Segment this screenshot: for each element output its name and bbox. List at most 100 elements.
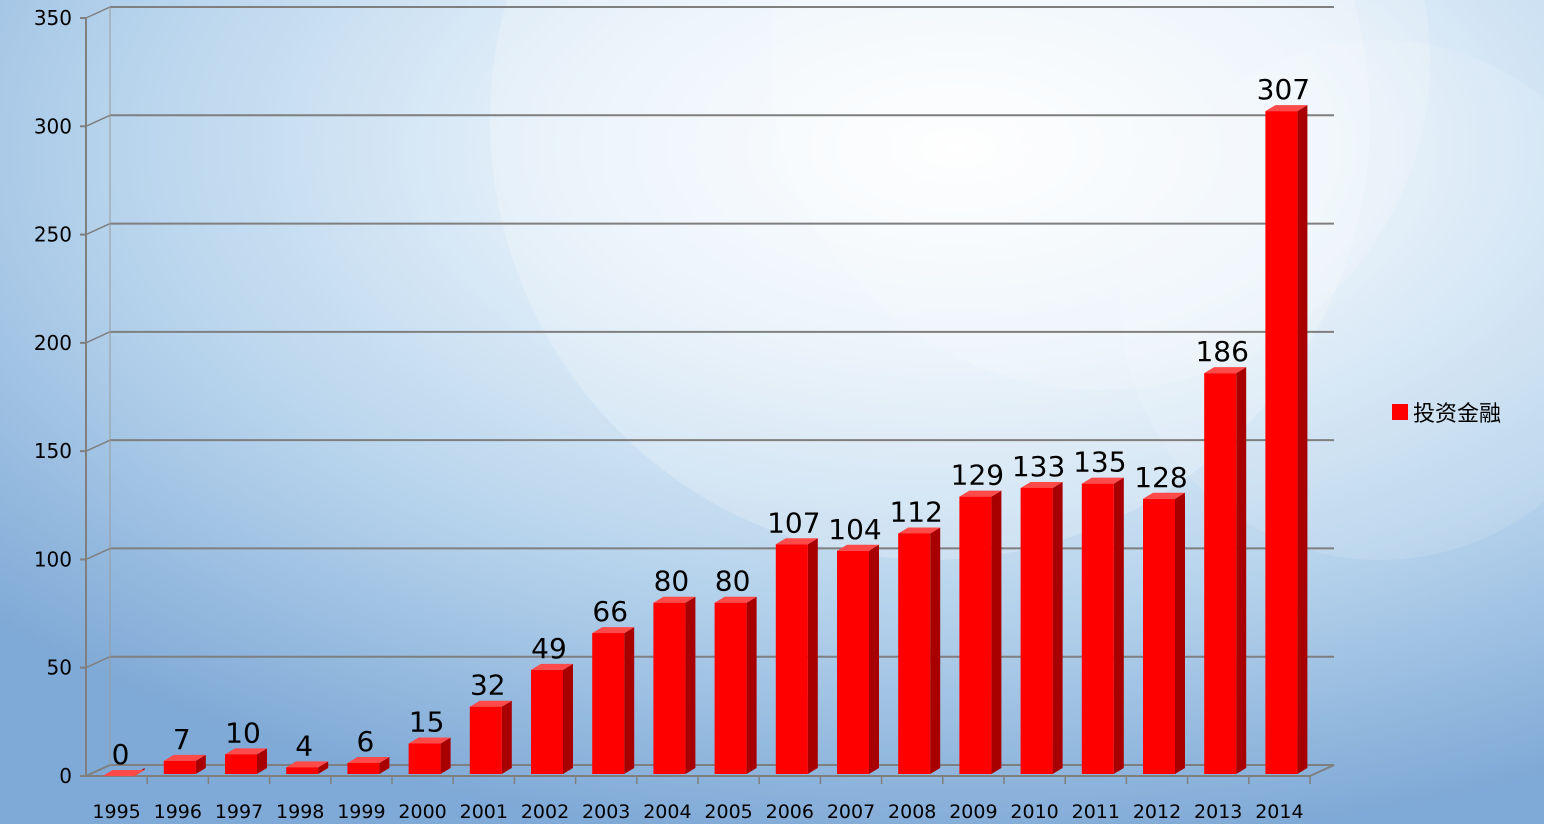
gridline-side bbox=[85, 114, 111, 127]
bar-front bbox=[653, 602, 686, 774]
data-label: 112 bbox=[889, 495, 942, 528]
bar-side bbox=[563, 663, 573, 774]
x-tick-label: 1997 bbox=[215, 801, 263, 823]
bar-top bbox=[898, 527, 941, 534]
bar-side bbox=[501, 700, 512, 774]
gridline-side bbox=[85, 656, 111, 669]
bar bbox=[347, 757, 390, 774]
x-tick-label: 2013 bbox=[1194, 801, 1242, 823]
gridline-side bbox=[85, 439, 111, 452]
bar-top bbox=[102, 770, 145, 776]
data-label: 107 bbox=[767, 506, 820, 539]
legend-swatch bbox=[1392, 404, 1408, 420]
bar-front bbox=[592, 633, 625, 774]
y-tick-label: 200 bbox=[34, 331, 72, 355]
data-label: 129 bbox=[951, 459, 1004, 492]
bar-front bbox=[837, 550, 869, 774]
bar-side bbox=[1236, 367, 1247, 774]
data-label: 133 bbox=[1012, 450, 1065, 483]
bar-side bbox=[1113, 477, 1124, 774]
bar-side bbox=[440, 737, 451, 774]
data-label: 128 bbox=[1134, 461, 1187, 494]
x-tick-label: 2014 bbox=[1255, 801, 1303, 823]
bar-side bbox=[1175, 492, 1185, 774]
bar-front bbox=[1204, 373, 1237, 774]
legend: 投资金融 bbox=[1392, 396, 1501, 428]
y-tick-label: 100 bbox=[34, 547, 72, 571]
bar-top bbox=[347, 757, 390, 764]
data-label: 307 bbox=[1257, 73, 1310, 106]
bar-side bbox=[318, 761, 329, 774]
bar-top bbox=[775, 538, 818, 545]
bar bbox=[898, 527, 941, 774]
bar bbox=[1143, 492, 1185, 774]
bar-top bbox=[1143, 492, 1185, 499]
bar bbox=[408, 737, 451, 774]
x-tick-label: 1998 bbox=[276, 801, 324, 823]
bars bbox=[102, 105, 1308, 776]
gridline-side bbox=[85, 222, 111, 236]
bar-side bbox=[685, 596, 696, 774]
bar-side bbox=[930, 527, 941, 774]
data-label: 49 bbox=[531, 632, 567, 665]
axes bbox=[80, 7, 1335, 784]
bar-side bbox=[807, 538, 818, 774]
bar-top bbox=[225, 748, 267, 755]
gridline-side bbox=[85, 331, 111, 344]
bar-side bbox=[991, 490, 1002, 774]
y-tick-labels: 0 50 100 150 200 250 300 350 bbox=[34, 6, 72, 788]
x-tick-labels: 1995 1996 1997 1998 1999 2000 2001 2002 2003 2004… bbox=[92, 801, 1303, 823]
bar-front bbox=[163, 760, 196, 774]
data-label: 15 bbox=[409, 706, 445, 739]
bar bbox=[469, 700, 512, 774]
x-tick-label: 2000 bbox=[398, 801, 446, 823]
gridline-side bbox=[85, 547, 111, 561]
bar-top bbox=[408, 737, 451, 744]
x-tick-label: 2002 bbox=[521, 801, 569, 823]
x-tick-label: 1996 bbox=[154, 801, 202, 823]
bar-front bbox=[347, 763, 380, 774]
bar-side bbox=[1297, 105, 1308, 774]
bar-front bbox=[775, 544, 808, 774]
y-tick-label: 150 bbox=[34, 439, 72, 463]
data-label: 32 bbox=[470, 669, 506, 702]
bar-front bbox=[1020, 487, 1053, 774]
bar-front bbox=[1265, 111, 1298, 774]
bar bbox=[1204, 367, 1247, 774]
bar-front bbox=[1143, 498, 1175, 774]
bar bbox=[959, 490, 1002, 774]
data-label: 80 bbox=[715, 565, 751, 598]
gridline-side bbox=[85, 6, 111, 19]
bar-side bbox=[869, 544, 879, 774]
x-tick-label: 2004 bbox=[643, 801, 691, 823]
bar-top bbox=[1081, 477, 1124, 484]
bar-side bbox=[624, 627, 635, 774]
bar-front bbox=[959, 496, 992, 774]
bar-top bbox=[1265, 105, 1308, 112]
x-tick-label: 1999 bbox=[337, 801, 385, 823]
data-label: 0 bbox=[112, 738, 130, 771]
y-tick-label: 300 bbox=[34, 114, 72, 138]
bar-side bbox=[195, 754, 206, 774]
y-tick-label: 350 bbox=[34, 6, 72, 30]
x-tick-label: 2012 bbox=[1133, 801, 1181, 823]
x-tick-label: 2006 bbox=[766, 801, 814, 823]
bar-top bbox=[653, 596, 696, 603]
bar bbox=[102, 768, 145, 776]
x-tick-label: 2001 bbox=[460, 801, 508, 823]
data-label: 10 bbox=[225, 716, 261, 749]
data-label: 7 bbox=[173, 723, 191, 756]
bar-top bbox=[286, 761, 329, 768]
y-tick-label: 250 bbox=[34, 223, 72, 247]
data-label: 80 bbox=[654, 565, 690, 598]
data-label: 104 bbox=[828, 513, 881, 546]
bar bbox=[1081, 477, 1124, 774]
bar-front bbox=[469, 706, 502, 774]
bar bbox=[837, 544, 879, 774]
bar bbox=[163, 754, 206, 774]
legend-label: 投资金融 bbox=[1413, 402, 1502, 427]
x-tick-label: 2003 bbox=[582, 801, 630, 823]
data-label: 186 bbox=[1195, 335, 1248, 368]
bar-side bbox=[1052, 481, 1063, 774]
